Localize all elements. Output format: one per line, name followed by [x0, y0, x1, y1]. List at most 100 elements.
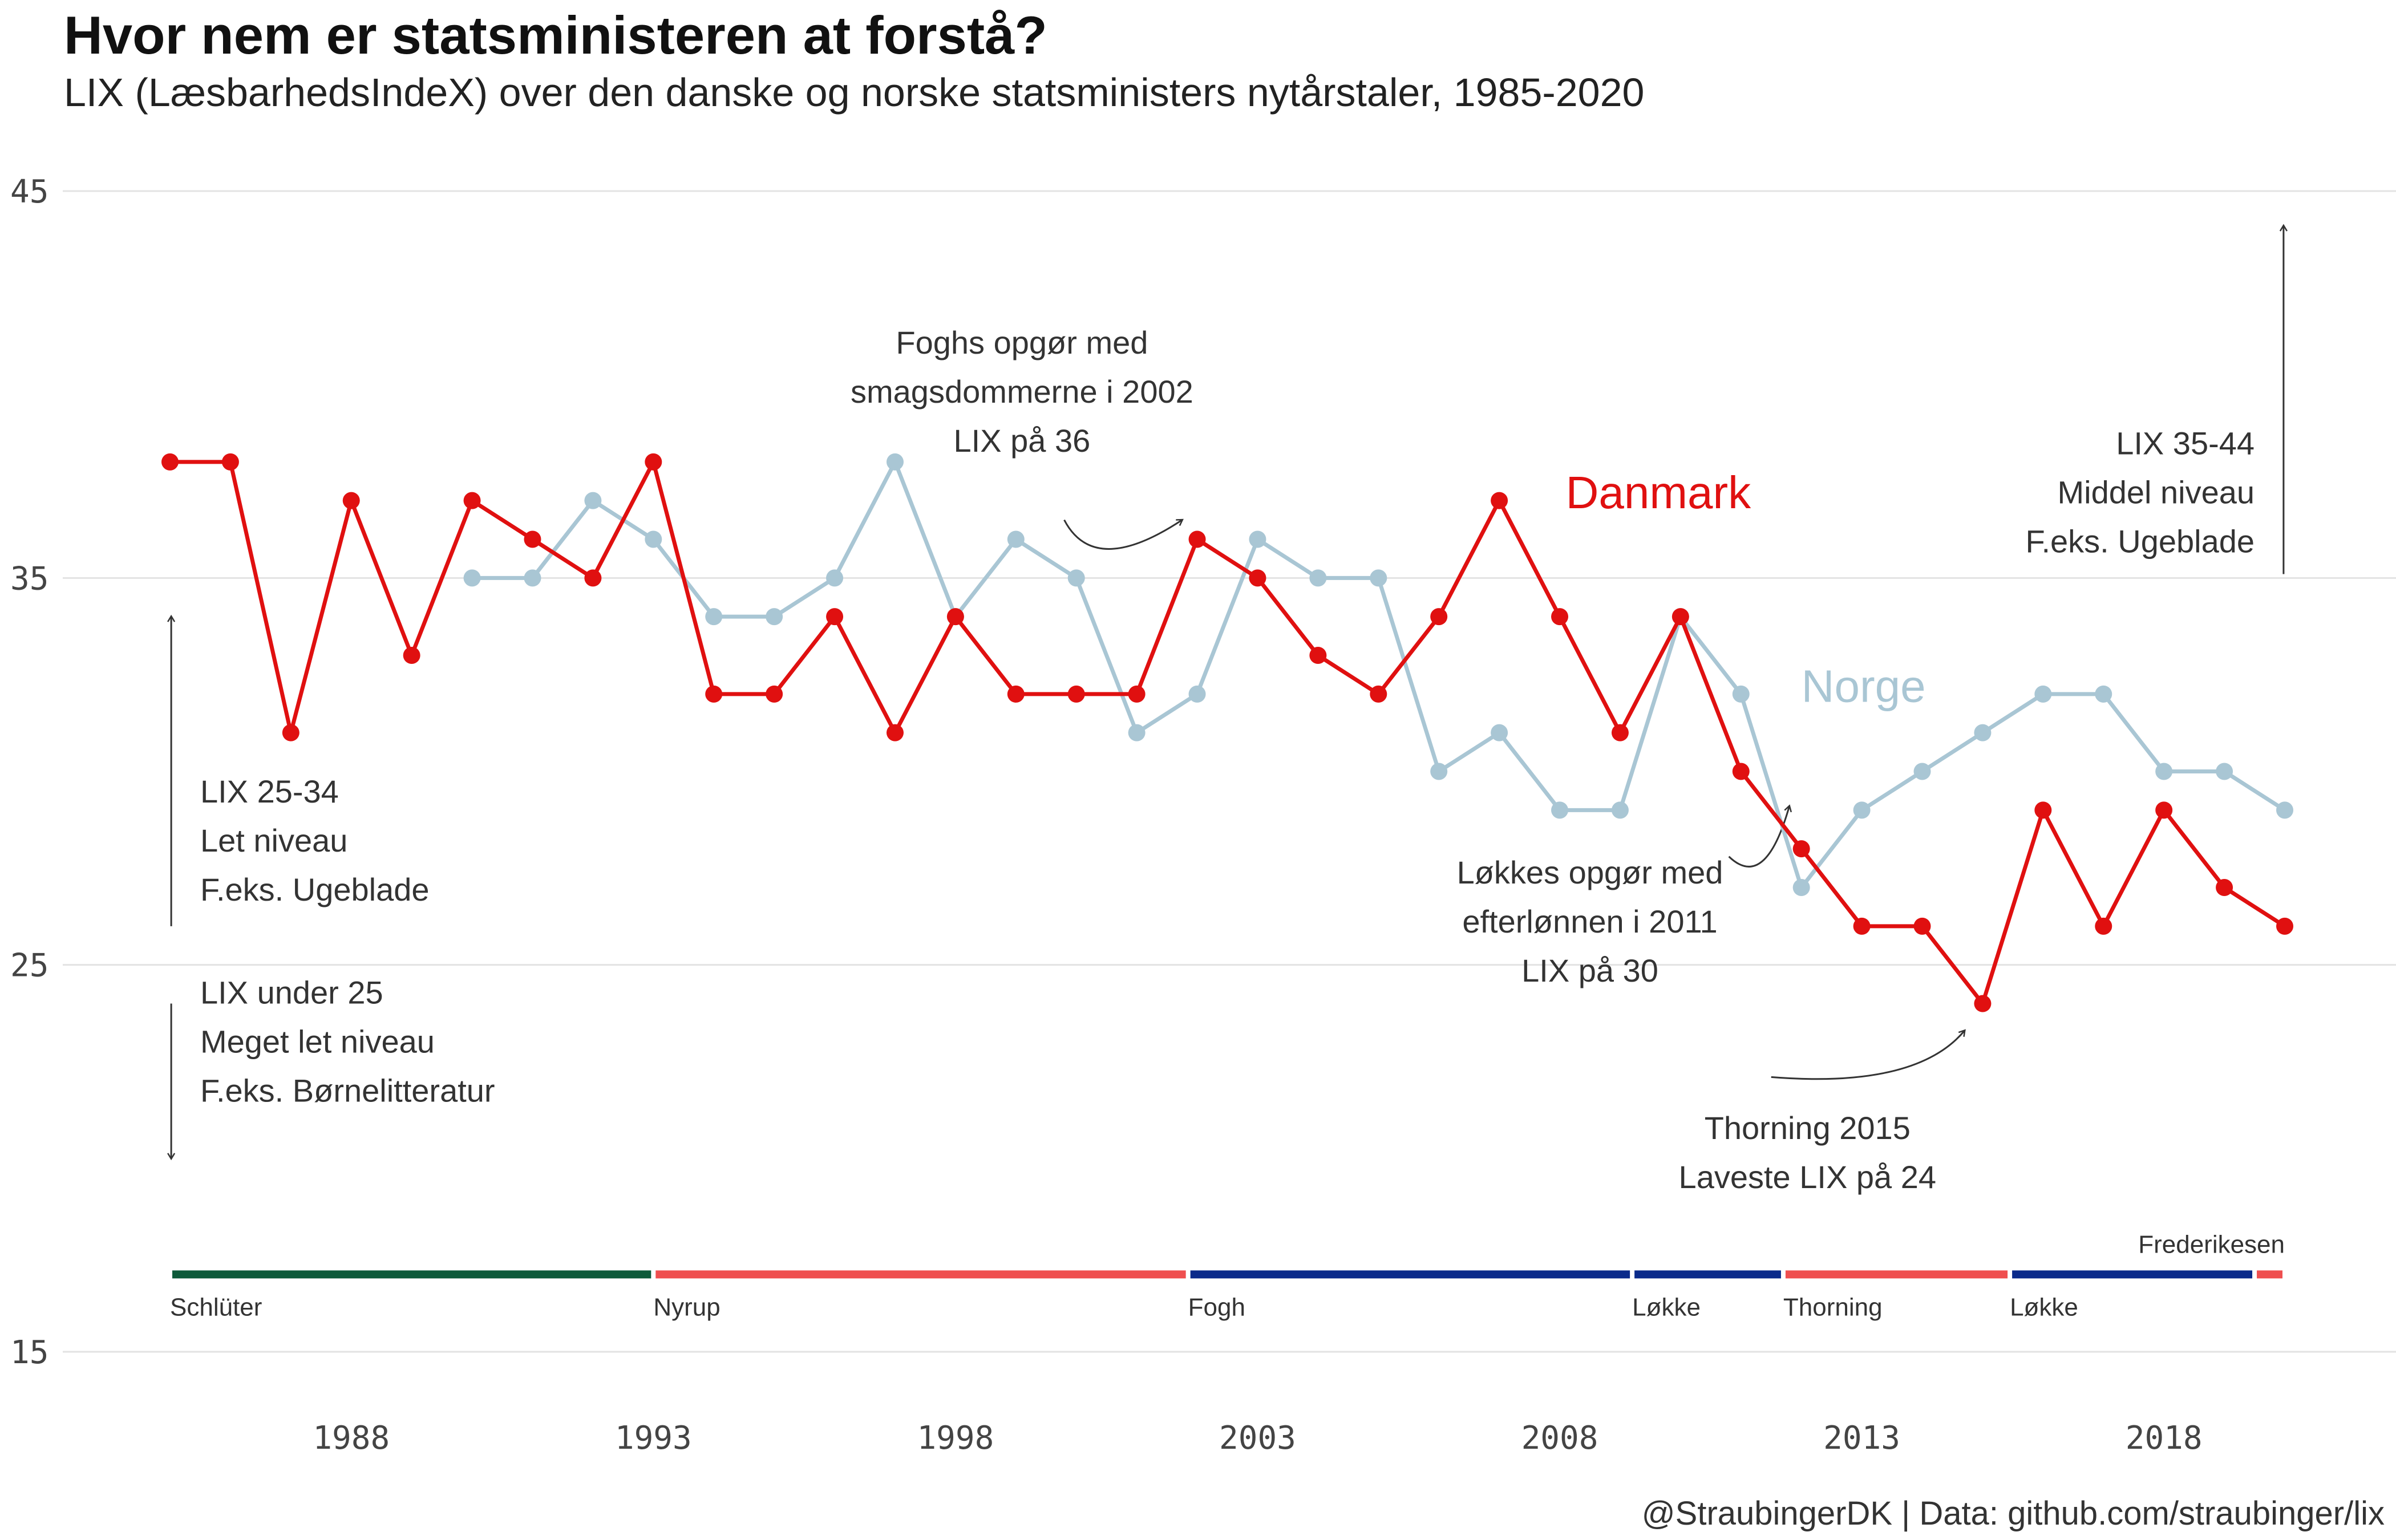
data-point-norge: [2155, 763, 2173, 780]
data-point-danmark: [1551, 608, 1569, 626]
x-tick-label: 1988: [313, 1420, 390, 1457]
data-point-danmark: [1249, 569, 1266, 587]
data-point-danmark: [2034, 801, 2052, 819]
data-point-danmark: [1067, 685, 1085, 703]
x-tick-label: 2003: [1219, 1420, 1296, 1457]
pm-name-label: Løkke: [1632, 1293, 1701, 1321]
data-point-norge: [1188, 685, 1206, 703]
data-point-norge: [1792, 879, 1810, 896]
axes: 15 25 35 45 1988 1993 1998 2003 2008 2013 2018: [10, 173, 2203, 1457]
pm-name-label: Thorning: [1783, 1293, 1883, 1321]
data-point-danmark: [1370, 685, 1387, 703]
data-point-norge: [645, 530, 662, 548]
data-point-norge: [1067, 569, 1085, 587]
annotation-text: LIX 25-34 Let niveau F.eks. Ugeblade: [200, 773, 430, 907]
data-point-danmark: [1007, 685, 1025, 703]
annotation-text: LIX 35-44 Middel niveau F.eks. Ugeblade: [2025, 425, 2255, 559]
series-label-norge: Norge: [1802, 660, 1926, 711]
data-point-danmark: [2155, 801, 2173, 819]
pm-name-label: Løkke: [2010, 1293, 2078, 1321]
data-point-danmark: [946, 608, 964, 626]
data-point-danmark: [886, 724, 904, 741]
pm-name-label: Fogh: [1188, 1293, 1245, 1321]
data-point-norge: [1853, 801, 1871, 819]
data-point-norge: [1430, 763, 1448, 780]
x-tick-label: 2008: [1521, 1420, 1598, 1457]
x-tick-label: 2013: [1823, 1420, 1900, 1457]
data-point-norge: [2095, 685, 2112, 703]
y-tick-label: 25: [10, 947, 48, 984]
data-point-danmark: [1974, 995, 1992, 1012]
x-tick-label: 1993: [615, 1420, 692, 1457]
data-point-norge: [524, 569, 541, 587]
y-tick-label: 45: [10, 173, 48, 210]
data-point-danmark: [1188, 530, 1206, 548]
annotation-text: Foghs opgør med smagsdommerne i 2002 LIX p…: [851, 325, 1193, 459]
data-point-norge: [826, 569, 844, 587]
series-line-danmark: [170, 460, 2286, 1006]
data-point-danmark: [2095, 917, 2112, 935]
data-point-norge: [2276, 801, 2293, 819]
data-point-norge: [766, 608, 783, 626]
data-point-danmark: [1853, 917, 1871, 935]
annotation-text: LIX under 25 Meget let niveau F.eks. Børne…: [200, 975, 495, 1109]
data-point-danmark: [705, 685, 723, 703]
data-series: [161, 453, 2293, 1012]
data-point-danmark: [2216, 879, 2233, 896]
annotation-arrow: [1771, 1031, 1965, 1080]
series-label-danmark: Danmark: [1566, 467, 1752, 518]
data-point-danmark: [1491, 492, 1508, 509]
data-point-norge: [1249, 530, 1266, 548]
data-point-danmark: [584, 569, 602, 587]
data-point-danmark: [1128, 685, 1146, 703]
data-point-danmark: [463, 492, 481, 509]
annotations: Danmark Norge Foghs opgør med smagsdommerne…: [200, 325, 2255, 1195]
gridlines: [63, 190, 2396, 1353]
data-point-norge: [1309, 569, 1327, 587]
pm-name-label: Nyrup: [653, 1293, 720, 1321]
data-point-norge: [1913, 763, 1931, 780]
data-point-norge: [1128, 724, 1146, 741]
data-point-danmark: [1430, 608, 1448, 626]
data-point-danmark: [1611, 724, 1629, 741]
annotation-arrows: [171, 226, 2284, 1158]
data-point-danmark: [826, 608, 844, 626]
data-point-norge: [705, 608, 723, 626]
chart-subtitle: LIX (LæsbarhedsIndeX) over den danske og…: [64, 70, 1645, 115]
data-point-danmark: [524, 530, 541, 548]
data-point-danmark: [645, 453, 662, 471]
data-point-danmark: [1671, 608, 1689, 626]
data-point-danmark: [1913, 917, 1931, 935]
data-point-danmark: [403, 647, 420, 664]
data-point-norge: [2216, 763, 2233, 780]
data-point-danmark: [1732, 763, 1750, 780]
data-point-norge: [463, 569, 481, 587]
data-point-norge: [584, 492, 602, 509]
chart-title: Hvor nem er statsministeren at forstå?: [64, 5, 1047, 65]
prime-minister-timeline: Schlüter Nyrup Fogh Løkke Thorning Løkke Frede…: [170, 1230, 2285, 1321]
data-point-norge: [1007, 530, 1025, 548]
data-point-danmark: [2276, 917, 2293, 935]
x-tick-label: 2018: [2126, 1420, 2203, 1457]
data-point-norge: [1491, 724, 1508, 741]
y-tick-label: 15: [10, 1334, 48, 1371]
annotation-arrow: [1063, 520, 1183, 550]
annotation-text: Løkkes opgør med efterlønnen i 2011 LIX på…: [1457, 854, 1723, 988]
series-line-norge: [472, 460, 2286, 890]
pm-name-label: Frederikesen: [2138, 1230, 2285, 1258]
data-point-danmark: [161, 453, 179, 471]
x-tick-label: 1998: [917, 1420, 994, 1457]
annotation-text: Thorning 2015 Laveste LIX på 24: [1679, 1110, 1936, 1195]
data-point-danmark: [1309, 647, 1327, 664]
data-point-norge: [2034, 685, 2052, 703]
data-point-norge: [886, 453, 904, 471]
data-point-danmark: [342, 492, 360, 509]
data-point-danmark: [766, 685, 783, 703]
data-point-danmark: [1792, 840, 1810, 858]
data-point-norge: [1551, 801, 1569, 819]
data-point-norge: [1974, 724, 1992, 741]
pm-name-label: Schlüter: [170, 1293, 262, 1321]
data-point-danmark: [282, 724, 300, 741]
data-point-norge: [1611, 801, 1629, 819]
